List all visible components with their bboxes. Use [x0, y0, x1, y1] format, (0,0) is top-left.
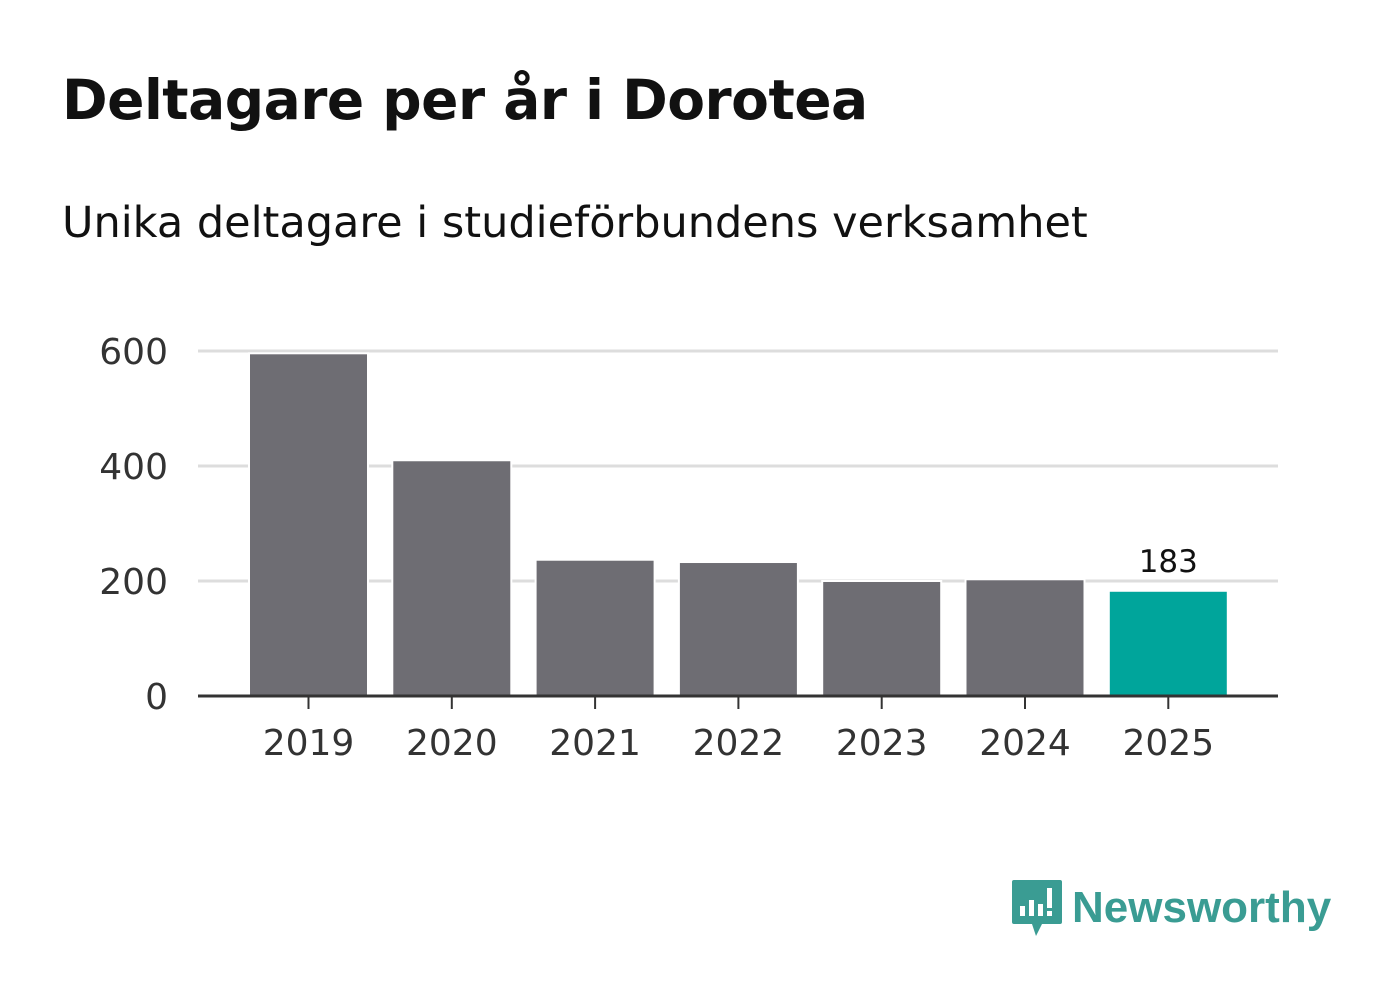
x-tick-label: 2023 — [836, 723, 928, 764]
newsworthy-logo-text: Newsworthy — [1072, 883, 1332, 932]
y-tick-label: 600 — [99, 332, 168, 373]
y-tick-label: 400 — [99, 447, 168, 488]
newsworthy-logo: Newsworthy — [1010, 878, 1331, 938]
bar-2021 — [534, 558, 656, 697]
bar-2022 — [677, 561, 799, 698]
bar-2024 — [964, 578, 1086, 698]
bar-2023 — [821, 580, 943, 697]
x-tick-label: 2019 — [263, 723, 355, 764]
x-tick-label: 2020 — [406, 723, 498, 764]
x-tick-label: 2022 — [693, 723, 785, 764]
bar-2019 — [248, 352, 369, 697]
x-tick-label: 2021 — [549, 723, 641, 764]
newsworthy-logo-icon — [1012, 880, 1062, 936]
y-tick-label: 200 — [99, 562, 168, 603]
data-label: 183 — [1139, 544, 1198, 580]
bar-2025 — [1107, 589, 1229, 698]
x-tick-label: 2024 — [979, 723, 1071, 764]
bar-2020 — [391, 459, 513, 697]
chart-title: Deltagare per år i Dorotea — [62, 68, 868, 132]
x-tick-label: 2025 — [1122, 723, 1214, 764]
y-tick-label: 0 — [145, 677, 168, 718]
chart-subtitle: Unika deltagare i studieförbundens verks… — [62, 198, 1088, 248]
